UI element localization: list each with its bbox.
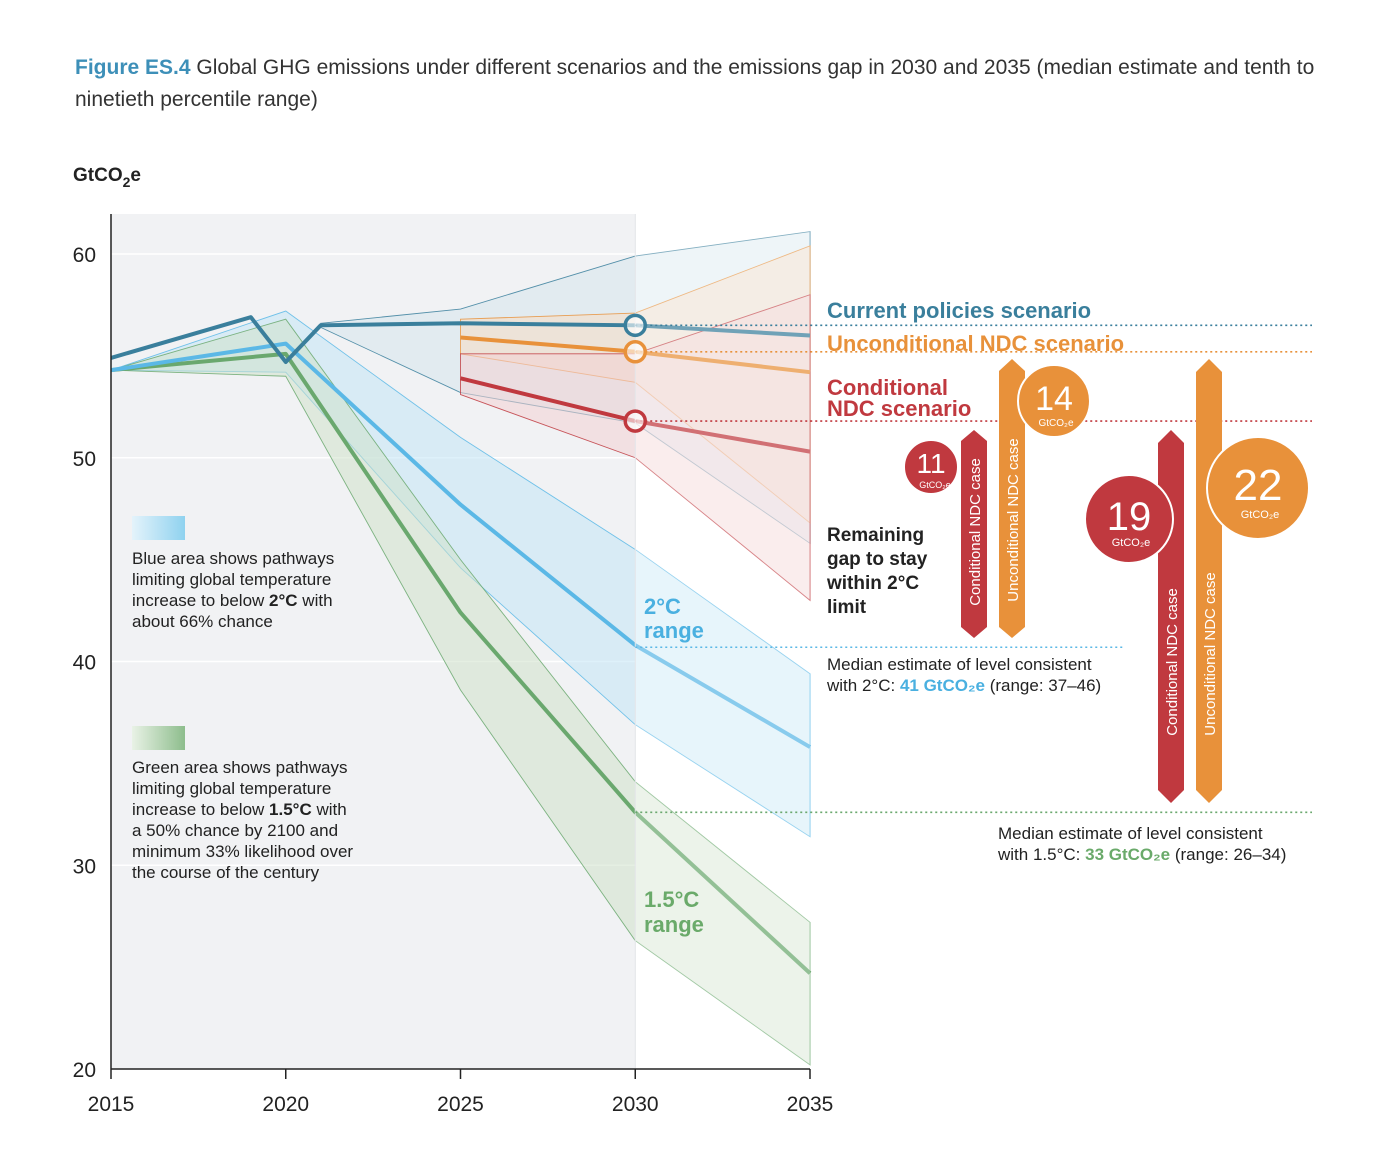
- gap-unit-11: GtCO₂e: [919, 480, 951, 490]
- legend-swatch-green: [132, 726, 185, 750]
- label-2c-range-1: 2°C: [644, 594, 681, 619]
- figure-title: Global GHG emissions under different sce…: [75, 56, 1315, 111]
- x-tick-label-2035: 2035: [787, 1093, 834, 1116]
- markers-2030: [623, 313, 647, 433]
- legend-green-line-4: a 50% chance by 2100 and: [132, 821, 339, 840]
- reference-lines: [635, 324, 1312, 814]
- y-axis-ticks: 20 30 40 50 60: [73, 244, 96, 1082]
- figure-caption: Figure ES.4 Global GHG emissions under d…: [75, 52, 1345, 116]
- gap-bubble-11: [903, 439, 959, 495]
- median-2c-line-2: with 2°C: 41 GtCO₂e (range: 37–46): [827, 676, 1102, 695]
- marker-2030-0: [623, 313, 647, 338]
- gap-bubble-14: [1017, 364, 1091, 438]
- y-axis-unit: GtCO2e: [73, 165, 141, 190]
- gap-unit-19: GtCO₂e: [1112, 537, 1151, 549]
- legend-green-line-5: minimum 33% likelihood over: [132, 842, 354, 861]
- y-tick-label-60: 60: [73, 244, 96, 267]
- legend-blue-line-1: Blue area shows pathways: [132, 549, 335, 568]
- bar-conditional-2030: [961, 430, 987, 638]
- x-tick-label-2030: 2030: [612, 1093, 659, 1116]
- label-conditional-ndc-1: Conditional: [827, 375, 948, 400]
- x-tick-label-2020: 2020: [262, 1093, 309, 1116]
- bar-label-unconditional-2035: Unconditional NDC case: [1202, 572, 1219, 735]
- series-line-4: [110, 351, 812, 975]
- gap-bars-2035: Conditional NDC case Unconditional NDC c…: [1084, 359, 1310, 803]
- median-2c-line-1: Median estimate of level consistent: [827, 655, 1092, 674]
- legend-green-line-2: limiting global temperature: [132, 779, 332, 798]
- remaining-gap-1: Remaining: [827, 525, 924, 546]
- legend-green-line-3: increase to below 1.5°C with: [132, 800, 347, 819]
- y-tick-label-20: 20: [73, 1059, 96, 1082]
- label-conditional-ndc-2: NDC scenario: [827, 396, 971, 421]
- bar-label-conditional-2035: Conditional NDC case: [1164, 588, 1181, 736]
- label-15c-range-1: 1.5°C: [644, 887, 699, 912]
- legend-green-line-1: Green area shows pathways: [132, 758, 348, 777]
- legend-swatch-blue: [132, 516, 185, 540]
- gap-value-11: 11: [916, 448, 945, 479]
- median-15c-note: Median estimate of level consistent with…: [998, 823, 1338, 865]
- legend-green-line-6: the course of the century: [132, 863, 320, 882]
- figure-label: Figure ES.4: [75, 56, 191, 79]
- gap-bubble-19: [1084, 474, 1174, 564]
- gap-value-19: 19: [1107, 495, 1152, 539]
- y-tick-label-30: 30: [73, 855, 96, 878]
- gap-value-22: 22: [1234, 461, 1283, 510]
- x-tick-label-2015: 2015: [88, 1093, 135, 1116]
- bar-unconditional-2030: [999, 359, 1025, 638]
- y-tick-label-40: 40: [73, 652, 96, 675]
- label-unconditional-ndc: Unconditional NDC scenario: [827, 331, 1124, 356]
- remaining-gap-2: gap to stay: [827, 549, 928, 570]
- legend-blue-line-4: about 66% chance: [132, 612, 273, 631]
- legend-blue-text: Blue area shows pathways limiting global…: [132, 548, 412, 632]
- x-axis-ticks: 2015 2020 2025 2030 2035: [88, 1069, 834, 1116]
- median-15c-line-2: with 1.5°C: 33 GtCO₂e (range: 26–34): [998, 845, 1287, 864]
- series-line-3: [110, 341, 812, 749]
- x-tick-label-2025: 2025: [437, 1093, 484, 1116]
- marker-2030-2: [623, 409, 647, 433]
- remaining-gap-3: within 2°C: [826, 573, 919, 594]
- label-2c-range-2: range: [644, 618, 704, 643]
- gap-unit-22: GtCO₂e: [1241, 509, 1280, 521]
- legend-blue-line-3: increase to below 2°C with: [132, 591, 333, 610]
- marker-2030-1: [623, 340, 647, 364]
- label-15c-range-2: range: [644, 912, 704, 937]
- series-lines: [110, 214, 812, 1069]
- gap-bubble-22: [1206, 436, 1310, 540]
- remaining-gap-4: limit: [827, 597, 867, 618]
- median-2c-note: Median estimate of level consistent with…: [827, 654, 1157, 696]
- bar-label-unconditional-2030: Unconditional NDC case: [1005, 438, 1022, 601]
- bar-label-conditional-2030: Conditional NDC case: [967, 458, 984, 606]
- gap-value-14: 14: [1035, 380, 1073, 418]
- median-15c-line-1: Median estimate of level consistent: [998, 824, 1263, 843]
- gap-bars-2030: Conditional NDC case Unconditional NDC c…: [903, 359, 1091, 638]
- legend-blue-line-2: limiting global temperature: [132, 570, 332, 589]
- y-tick-label-50: 50: [73, 448, 96, 471]
- post-2030-fade: [635, 214, 810, 1069]
- gap-unit-14: GtCO₂e: [1039, 418, 1074, 429]
- legend-green-text: Green area shows pathways limiting globa…: [132, 757, 412, 883]
- label-current-policies: Current policies scenario: [827, 298, 1091, 323]
